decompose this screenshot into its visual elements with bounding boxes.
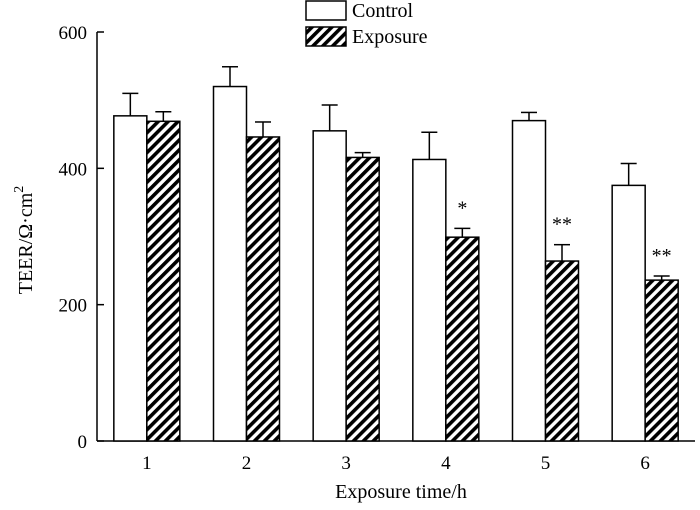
legend-label-control: Control: [352, 0, 414, 22]
legend: Control Exposure: [305, 0, 428, 48]
x-tick-label: 1: [142, 453, 152, 474]
x-tick-label: 2: [242, 453, 252, 474]
y-axis-title-superscript: 2: [12, 186, 27, 193]
bar-control: [511, 119, 547, 442]
y-tick-label: 400: [59, 159, 88, 180]
significance-marker: **: [652, 245, 672, 267]
y-tick-label: 0: [78, 432, 88, 453]
bar-exposure: [445, 236, 480, 442]
y-axis-title-main: TEER/Ω·cm: [15, 192, 37, 294]
significance-marker: **: [552, 214, 572, 236]
legend-label-exposure: Exposure: [352, 26, 428, 48]
bar-exposure: [345, 156, 380, 442]
bar-exposure: [644, 279, 679, 442]
bar-exposure: [544, 260, 580, 442]
bar-exposure: [245, 136, 281, 442]
y-axis-title: TEER/Ω·cm2: [12, 186, 37, 295]
plot-area: 0 200 400 600 1 2 3 4 * 5 ** 6 **: [59, 23, 695, 474]
x-axis-title: Exposure time/h: [335, 481, 467, 503]
significance-marker: *: [457, 197, 467, 219]
bar-control: [412, 158, 447, 442]
bar-control: [113, 115, 148, 442]
y-tick-label: 600: [59, 23, 88, 44]
x-tick-label: 3: [341, 453, 351, 474]
bar-control: [212, 85, 248, 442]
x-tick-label: 5: [541, 453, 551, 474]
legend-swatch-control: [305, 0, 347, 21]
bar-control: [611, 184, 646, 442]
bar-exposure: [146, 120, 181, 442]
y-tick-label: 200: [59, 296, 88, 317]
x-tick-label: 6: [640, 453, 650, 474]
bar-control: [312, 130, 347, 442]
legend-swatch-exposure: [305, 26, 347, 47]
x-tick-label: 4: [441, 453, 451, 474]
